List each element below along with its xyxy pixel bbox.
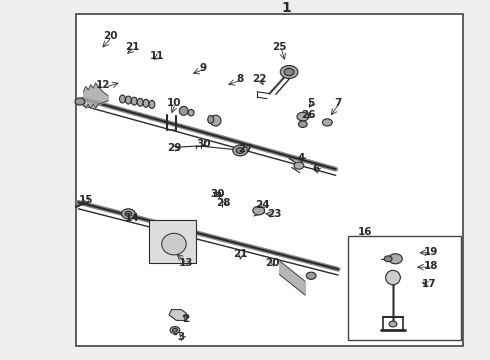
Text: 20: 20 [265,258,279,268]
Text: 4: 4 [297,153,305,163]
Text: 30: 30 [196,139,211,149]
Text: 10: 10 [167,98,181,108]
Circle shape [298,121,307,127]
Circle shape [170,327,180,334]
Text: 22: 22 [252,74,267,84]
Ellipse shape [137,98,143,106]
Circle shape [233,145,247,156]
Text: 7: 7 [334,98,342,108]
Text: 11: 11 [149,51,164,61]
Text: 25: 25 [272,42,287,52]
Bar [149,220,196,263]
Ellipse shape [143,99,149,107]
Text: 20: 20 [103,31,118,41]
Text: 12: 12 [96,80,110,90]
Text: 17: 17 [421,279,436,289]
Circle shape [122,209,135,219]
Text: 13: 13 [179,258,194,268]
Text: 16: 16 [358,227,372,237]
Circle shape [284,68,294,76]
Text: 21: 21 [233,249,247,259]
Circle shape [389,254,402,264]
Text: 8: 8 [237,74,244,84]
Text: 15: 15 [78,195,93,205]
Ellipse shape [162,233,186,255]
Text: 23: 23 [267,209,282,219]
Ellipse shape [179,107,188,115]
Circle shape [75,98,85,105]
Text: 19: 19 [424,247,439,257]
Circle shape [294,162,304,169]
Circle shape [306,272,316,279]
Circle shape [125,211,132,216]
Ellipse shape [188,109,194,116]
Text: 29: 29 [167,143,181,153]
Text: 6: 6 [313,164,319,174]
Ellipse shape [120,95,125,103]
Circle shape [322,119,332,126]
Text: 24: 24 [255,200,270,210]
Ellipse shape [131,97,137,105]
Text: 2: 2 [183,314,190,324]
Text: 18: 18 [424,261,439,271]
Bar [348,236,461,340]
Circle shape [389,321,397,327]
Text: 21: 21 [125,42,140,52]
Circle shape [253,206,265,215]
Ellipse shape [125,96,131,104]
Text: 14: 14 [125,213,140,223]
Ellipse shape [149,100,155,108]
Text: 3: 3 [178,332,185,342]
Circle shape [236,148,244,153]
Ellipse shape [386,270,400,285]
Text: 9: 9 [200,63,207,73]
Circle shape [384,256,392,262]
Ellipse shape [208,116,214,123]
Bar [76,14,463,346]
Text: 26: 26 [301,110,316,120]
Text: 30: 30 [211,189,225,199]
Ellipse shape [210,115,221,126]
Text: 27: 27 [238,144,252,154]
Circle shape [280,66,298,78]
Circle shape [297,112,309,121]
Text: 5: 5 [308,98,315,108]
Polygon shape [169,310,186,320]
Circle shape [172,328,177,332]
Text: 28: 28 [216,198,230,208]
Text: 1: 1 [282,1,292,15]
